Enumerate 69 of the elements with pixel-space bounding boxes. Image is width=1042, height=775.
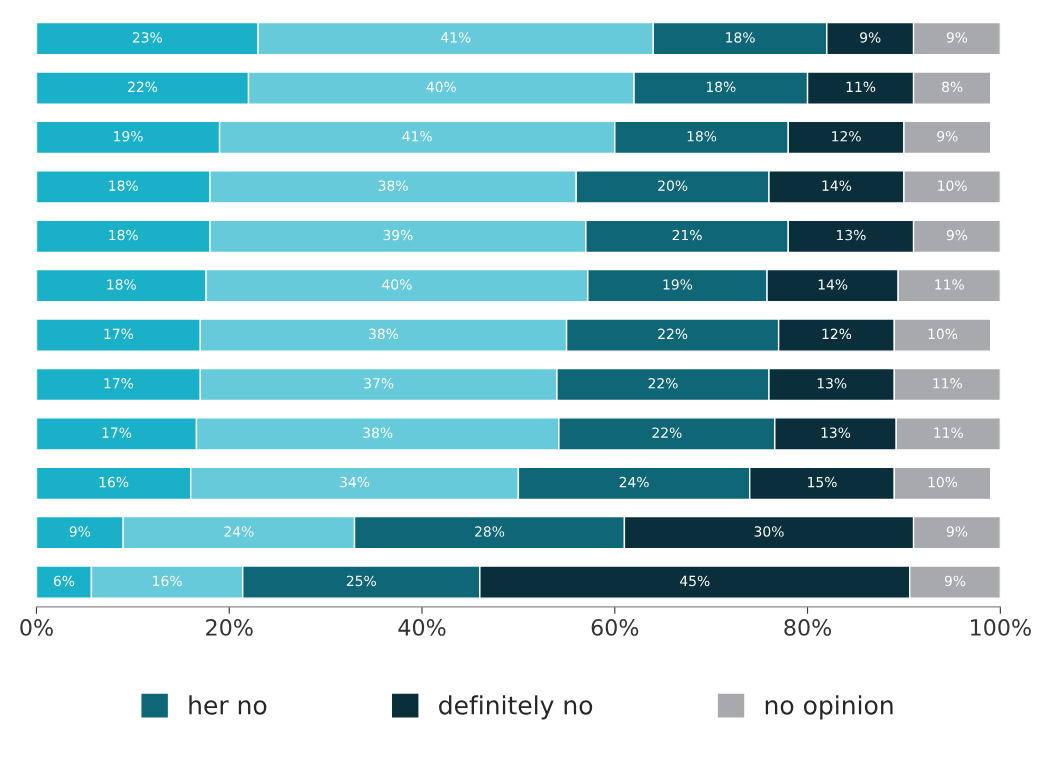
data-label: 11% bbox=[934, 427, 963, 438]
data-label: 13% bbox=[817, 378, 847, 389]
legend-label: definitely no bbox=[439, 695, 593, 720]
data-label: 15% bbox=[808, 476, 837, 488]
x-tick-label: 60% bbox=[591, 619, 639, 636]
data-label: 6% bbox=[53, 575, 75, 587]
data-label: 22% bbox=[648, 378, 678, 389]
data-label: 22% bbox=[658, 328, 688, 340]
data-label: 40% bbox=[382, 279, 412, 290]
data-label: 10% bbox=[928, 476, 958, 488]
data-label: 9% bbox=[944, 575, 966, 587]
data-label: 37% bbox=[364, 378, 394, 389]
data-label: 22% bbox=[652, 427, 682, 438]
x-tick-label: 80% bbox=[784, 619, 832, 636]
data-label: 28% bbox=[475, 526, 505, 537]
data-label: 9% bbox=[860, 32, 881, 43]
data-label: 9% bbox=[69, 526, 91, 537]
data-label: 38% bbox=[378, 180, 408, 191]
data-label: 14% bbox=[818, 279, 848, 290]
data-label: 20% bbox=[658, 180, 688, 191]
data-label: 18% bbox=[687, 130, 717, 142]
data-label: 12% bbox=[832, 130, 861, 142]
data-label: 18% bbox=[706, 81, 736, 93]
data-label: 40% bbox=[426, 81, 456, 93]
data-label: 19% bbox=[663, 279, 693, 290]
data-label: 17% bbox=[104, 328, 134, 340]
data-label: 18% bbox=[109, 180, 138, 191]
data-label: 45% bbox=[680, 575, 710, 587]
data-label: 14% bbox=[822, 180, 852, 191]
data-label: 38% bbox=[363, 427, 393, 438]
data-label: 23% bbox=[132, 32, 162, 43]
data-label: 11% bbox=[933, 378, 962, 389]
data-label: 24% bbox=[619, 476, 649, 488]
data-label: 16% bbox=[153, 575, 182, 587]
data-label: 22% bbox=[128, 81, 158, 93]
data-label: 41% bbox=[402, 130, 432, 142]
x-tick-label: 40% bbox=[398, 619, 446, 636]
data-label: 41% bbox=[440, 32, 471, 43]
data-label: 18% bbox=[726, 32, 755, 43]
legend-label: no opinion bbox=[765, 695, 893, 720]
data-label: 13% bbox=[821, 427, 851, 438]
data-label: 19% bbox=[114, 130, 143, 142]
data-label: 18% bbox=[109, 229, 138, 241]
x-tick-label: 0% bbox=[20, 619, 53, 636]
data-label: 11% bbox=[935, 279, 964, 290]
data-label: 16% bbox=[99, 476, 129, 488]
legend-label: her no bbox=[189, 695, 267, 715]
data-label: 9% bbox=[946, 32, 968, 43]
data-label: 9% bbox=[937, 130, 958, 142]
data-label: 34% bbox=[340, 476, 370, 488]
data-label: 9% bbox=[946, 526, 968, 537]
data-label: 24% bbox=[224, 526, 254, 537]
data-label: 17% bbox=[102, 427, 132, 438]
data-label: 39% bbox=[383, 229, 413, 241]
data-label: 18% bbox=[107, 279, 136, 290]
x-tick-label: 100% bbox=[971, 619, 1031, 636]
data-label: 25% bbox=[346, 575, 376, 587]
data-label: 17% bbox=[104, 378, 134, 389]
data-label: 30% bbox=[754, 526, 784, 537]
data-label: 8% bbox=[942, 81, 963, 93]
data-label: 12% bbox=[822, 328, 852, 340]
data-label: 9% bbox=[946, 229, 968, 241]
data-label: 21% bbox=[672, 229, 702, 241]
data-label: 11% bbox=[846, 81, 876, 93]
x-tick-label: 20% bbox=[206, 619, 253, 636]
data-label: 10% bbox=[938, 180, 967, 191]
data-label: 38% bbox=[369, 328, 399, 340]
data-label: 13% bbox=[837, 229, 866, 241]
data-label: 10% bbox=[928, 328, 958, 340]
